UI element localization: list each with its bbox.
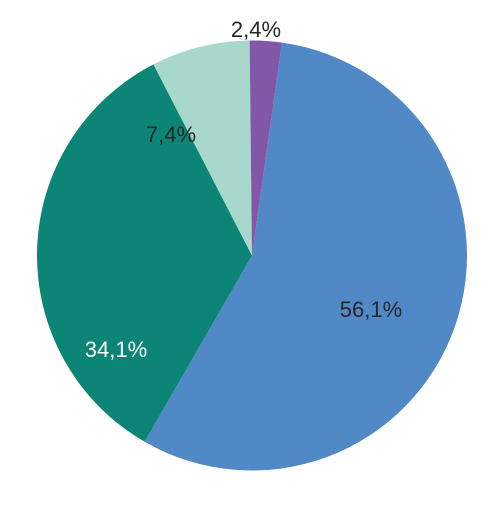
slice-label: 7,4% — [146, 122, 196, 148]
pie-chart — [37, 40, 467, 475]
slice-label: 34,1% — [85, 337, 147, 363]
pie-svg — [37, 40, 467, 470]
slice-label: 56,1% — [340, 297, 402, 323]
slice-label: 2,4% — [231, 17, 281, 43]
